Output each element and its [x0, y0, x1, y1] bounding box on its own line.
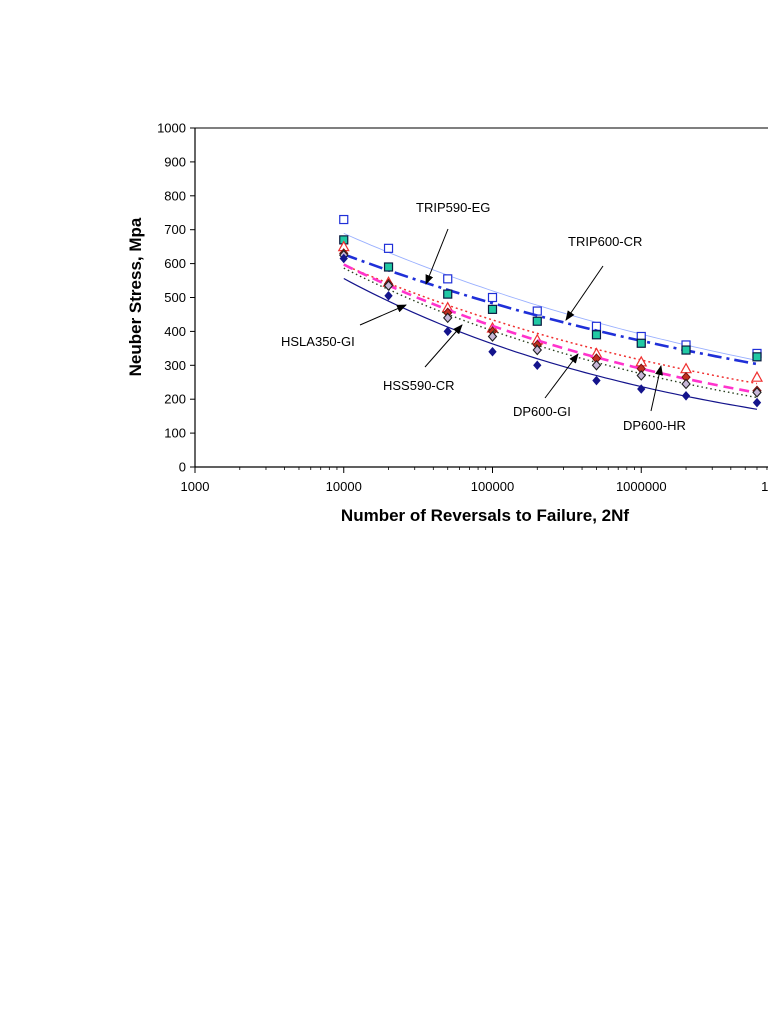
x-tick-label: 1000000: [616, 479, 667, 494]
x-tick-label: 100000: [471, 479, 514, 494]
data-point: [383, 262, 394, 272]
y-tick-label: 200: [164, 392, 186, 407]
annotation-arrow: [544, 353, 579, 399]
annotation-label: HSLA350-GI: [281, 334, 355, 349]
annotation-dp600-hr: DP600-HR: [623, 365, 686, 433]
data-point: [681, 378, 691, 390]
data-point: [488, 346, 497, 357]
x-tick-label: 10000: [326, 479, 362, 494]
y-tick-label: 600: [164, 256, 186, 271]
data-point: [752, 352, 762, 362]
annotation-label: HSS590-CR: [383, 378, 455, 393]
annotations: TRIP590-EG TRIP600-CR HSLA350-GI HSS590-CR D…: [281, 200, 686, 433]
data-point: [750, 370, 764, 382]
y-axis-title: Neuber Stress, Mpa: [126, 217, 145, 376]
data-point: [532, 316, 542, 326]
series-trip600-cr: [339, 235, 762, 366]
data-point: [383, 280, 394, 291]
y-tick-label: 500: [164, 290, 186, 305]
annotation-label: TRIP590-EG: [416, 200, 490, 215]
data-point: [637, 384, 646, 394]
data-point: [442, 312, 453, 324]
x-tick-label: 10000000: [761, 479, 768, 494]
series-hsla350-gi: [339, 253, 762, 410]
series-trip590-eg: [339, 214, 762, 361]
axes: 0 100 200 300 400 500 600 700 800 900 1000 1000 1000…: [157, 121, 768, 494]
data-point: [339, 253, 348, 264]
data-point: [636, 338, 646, 348]
annotation-arrow: [565, 265, 604, 321]
data-point: [487, 304, 498, 314]
annotation-arrow: [424, 324, 463, 368]
data-point: [339, 214, 349, 225]
data-point: [443, 289, 453, 299]
series-line: [343, 263, 758, 395]
data-point: [752, 397, 762, 408]
annotation-hss590-cr: HSS590-CR: [383, 324, 463, 393]
data-point: [487, 331, 498, 342]
data-point: [533, 360, 542, 371]
data-point: [443, 274, 453, 284]
series-dp600-gi: [339, 248, 762, 396]
data-point: [752, 387, 762, 398]
y-tick-label: 400: [164, 324, 186, 339]
y-tick-label: 700: [164, 222, 186, 237]
annotation-dp600-gi: DP600-GI: [513, 353, 579, 419]
y-tick-label: 100: [164, 426, 186, 441]
annotation-arrow: [359, 304, 407, 326]
data-point: [487, 292, 498, 303]
y-tick-label: 0: [179, 460, 186, 475]
x-axis-title: Number of Reversals to Failure, 2Nf: [341, 506, 629, 525]
data-point: [681, 345, 691, 355]
x-tick-label: 1000: [181, 479, 210, 494]
data-point: [636, 370, 646, 381]
annotation-arrow: [650, 365, 663, 412]
annotation-trip590-eg: TRIP590-EG: [416, 200, 490, 285]
data-point: [384, 291, 393, 301]
series-hss590-cr: [339, 249, 762, 399]
y-tick-label: 1000: [157, 121, 186, 136]
data-point: [592, 375, 601, 386]
y-tick-label: 800: [164, 188, 186, 203]
y-tick-label: 900: [164, 154, 186, 169]
annotation-hsla350-gi: HSLA350-GI: [281, 304, 407, 349]
series-layer: [337, 214, 764, 410]
series-line: [343, 264, 758, 385]
annotation-label: DP600-GI: [513, 404, 571, 419]
annotation-arrow: [425, 228, 449, 285]
annotation-label: DP600-HR: [623, 418, 686, 433]
annotation-label: TRIP600-CR: [568, 234, 642, 249]
data-point: [591, 359, 602, 371]
annotation-trip600-cr: TRIP600-CR: [565, 234, 642, 321]
data-point: [532, 344, 543, 356]
data-point: [383, 243, 394, 253]
data-point: [681, 391, 691, 401]
data-point: [591, 330, 602, 340]
data-point: [680, 362, 693, 374]
data-point: [591, 321, 602, 331]
y-tick-label: 300: [164, 358, 186, 373]
data-point: [443, 326, 452, 337]
